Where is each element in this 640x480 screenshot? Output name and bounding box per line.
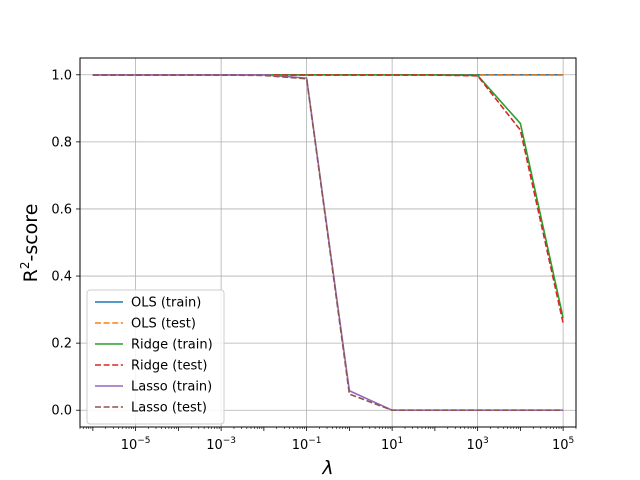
x-tick-label-exponent: −5 [137, 436, 150, 446]
y-tick-label: 1.0 [51, 68, 72, 83]
x-tick-label-exponent: 3 [483, 436, 489, 446]
y-tick-label: 0.0 [51, 404, 72, 419]
x-tick-label-base: 10 [206, 438, 223, 453]
series-line-lasso-test [92, 74, 564, 412]
legend-label: OLS (test) [131, 317, 196, 332]
x-tick-label: 105 [552, 436, 574, 453]
x-tick-label-base: 10 [292, 438, 309, 453]
x-tick-label-exponent: 1 [398, 436, 404, 446]
x-tick-label: 10−1 [292, 436, 322, 453]
legend-label: Ridge (test) [131, 359, 207, 374]
y-tick-label: 0.4 [51, 270, 72, 285]
y-axis-label-rest: -score [20, 204, 42, 262]
series-lines [92, 73, 564, 412]
x-tick-label-exponent: −1 [308, 436, 321, 446]
y-axis-label-sup: 2 [18, 262, 32, 270]
legend-label: Ridge (train) [131, 338, 213, 353]
y-axis-ticks: 0.0 0.2 0.4 0.6 0.8 1.0 [51, 68, 80, 419]
y-axis-label-main: R [20, 269, 42, 282]
legend-label: Lasso (test) [131, 401, 207, 416]
legend-label: OLS (train) [131, 296, 201, 311]
x-tick-label-base: 10 [381, 438, 398, 453]
x-tick-label-exponent: −3 [223, 436, 236, 446]
x-axis-label: λ [321, 457, 333, 479]
y-axis-label: R2-score [18, 204, 42, 283]
x-tick-label: 10−3 [206, 436, 236, 453]
x-tick-label: 103 [466, 436, 488, 453]
plot-frame [79, 57, 577, 428]
legend: OLS (train) OLS (test) Ridge (train) Ridge … [86, 289, 225, 425]
x-tick-label-base: 10 [466, 438, 483, 453]
y-tick-label: 0.8 [51, 135, 72, 150]
y-tick-label: 0.2 [51, 337, 72, 352]
y-tick-label: 0.6 [51, 202, 72, 217]
x-tick-label: 10−5 [121, 436, 151, 453]
x-tick-label-exponent: 5 [569, 436, 575, 446]
x-axis-ticks: 10−5 10−3 10−1 101 103 105 [79, 427, 577, 453]
x-tick-label-base: 10 [121, 438, 138, 453]
legend-label: Lasso (train) [131, 380, 212, 395]
x-tick-label: 101 [381, 436, 403, 453]
x-tick-label-base: 10 [552, 438, 569, 453]
